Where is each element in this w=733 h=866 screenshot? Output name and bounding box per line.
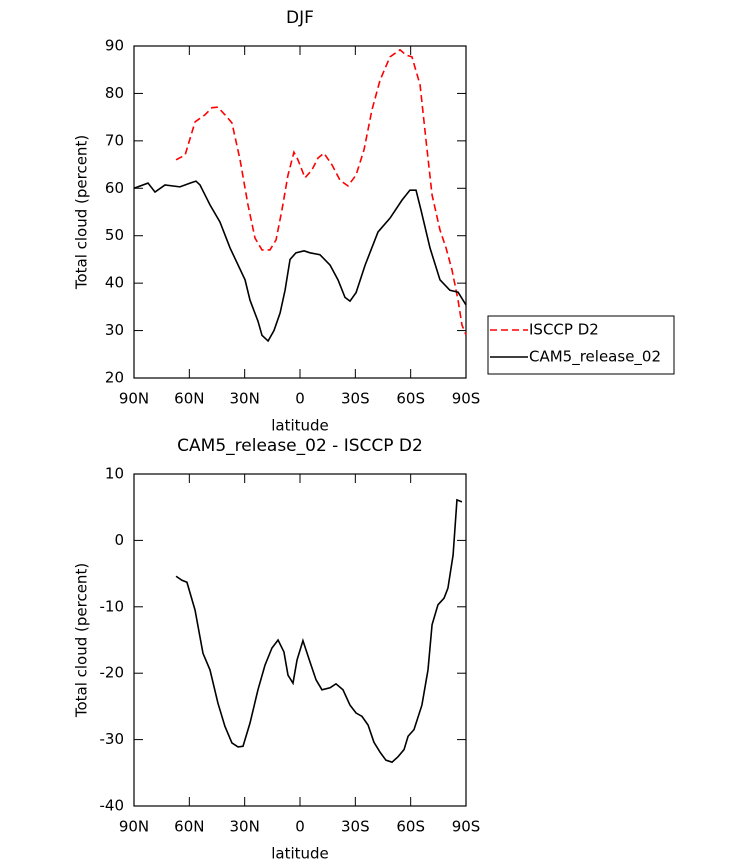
x-tick-label: 90S [452,818,481,836]
y-tick-label: 10 [105,465,124,483]
legend-box [487,315,675,375]
x-tick-label: 30N [230,390,260,408]
y-tick-label: 80 [105,84,124,102]
x-tick-label: 30N [230,818,260,836]
y-tick-label: -10 [100,597,125,615]
y-axis-label: Total cloud (percent) [73,135,91,290]
y-tick-label: -20 [100,664,125,682]
y-tick-label: -40 [100,797,125,815]
x-tick-label: 60S [396,390,425,408]
y-tick-label: 70 [105,131,124,149]
y-tick-label: 40 [105,274,124,292]
y-tick-label: 0 [114,531,124,549]
x-tick-label: 30S [341,818,370,836]
x-tick-label: 30S [341,390,370,408]
y-tick-label: 90 [105,37,124,55]
x-tick-label: 90S [452,390,481,408]
x-tick-label: 90N [119,818,149,836]
x-tick-label: 60S [396,818,425,836]
data-line [133,180,467,343]
legend-label: ISCCP D2 [529,321,599,339]
y-tick-label: 50 [105,226,124,244]
y-tick-label: 30 [105,321,124,339]
y-tick-label: 60 [105,179,124,197]
data-line [175,48,467,336]
y-tick-label: 20 [105,369,124,387]
y-axis-label: Total cloud (percent) [73,563,91,718]
x-tick-label: 60N [174,390,204,408]
x-axis-label: latitude [271,417,329,435]
x-axis-label: latitude [271,845,329,863]
plot-frame [133,473,467,807]
x-tick-label: 0 [295,390,305,408]
x-tick-label: 0 [295,818,305,836]
x-tick-label: 60N [174,818,204,836]
data-line [175,498,463,764]
plot-frame [133,45,467,379]
chart-title: CAM5_release_02 - ISCCP D2 [177,436,423,456]
y-tick-label: -30 [100,730,125,748]
x-tick-label: 90N [119,390,149,408]
legend-label: CAM5_release_02 [529,348,661,367]
chart-title: DJF [286,8,314,28]
